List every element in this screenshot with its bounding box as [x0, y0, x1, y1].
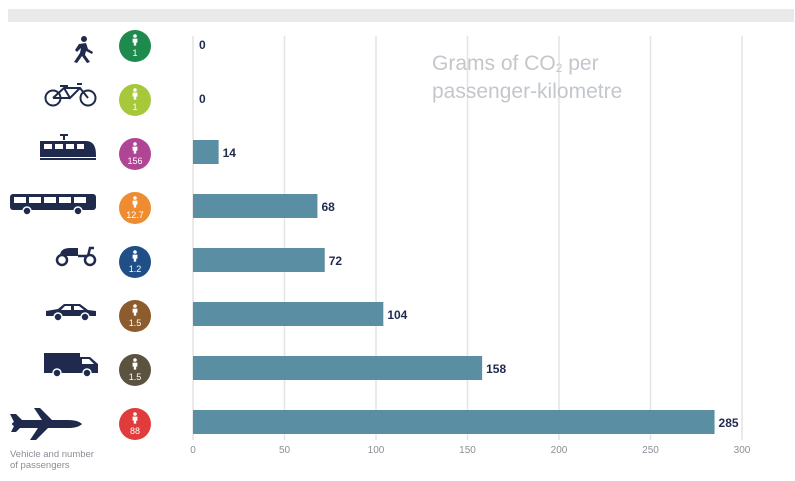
passenger-badge: 156 [119, 138, 151, 170]
scooter-icon [55, 246, 97, 267]
chart-title: Grams of CO2 per passenger-kilometre [432, 52, 622, 104]
chart-title-line-2: passenger-kilometre [432, 80, 623, 103]
bus-icon [10, 194, 96, 216]
value-label: 72 [329, 254, 343, 268]
x-tick-label: 150 [459, 445, 476, 456]
chart-title-text-b: per [562, 52, 599, 75]
x-tick-label: 100 [368, 445, 385, 456]
bars [193, 140, 715, 434]
x-tick-label: 250 [642, 445, 659, 456]
passenger-count: 1 [132, 48, 137, 58]
car-icon [46, 304, 96, 322]
value-label: 0 [199, 92, 206, 106]
top-band [8, 9, 794, 22]
passenger-count: 1.5 [129, 318, 142, 328]
passenger-badge: 1.5 [119, 300, 151, 332]
bar [193, 410, 715, 434]
value-label: 14 [223, 146, 237, 160]
value-label: 104 [387, 308, 407, 322]
train-icon [40, 134, 96, 160]
passenger-badge: 1.5 [119, 354, 151, 386]
passenger-count: 1 [132, 102, 137, 112]
passenger-count: 88 [130, 426, 140, 436]
bar [193, 356, 483, 380]
x-tick-label: 50 [279, 445, 291, 456]
value-label: 158 [486, 362, 506, 376]
passenger-count: 12.7 [126, 210, 144, 220]
passenger-badge: 88 [119, 408, 151, 440]
chart-title-line-1: Grams of CO2 per [432, 52, 622, 80]
value-labels: 0 0 14 68 72 104 158 285 [199, 38, 739, 430]
passenger-badge: 12.7 [119, 192, 151, 224]
x-tick-label: 0 [190, 445, 196, 456]
bar [193, 194, 318, 218]
passenger-badge: 1.2 [119, 246, 151, 278]
x-tick-labels: 0 50 100 150 200 250 300 [190, 445, 751, 456]
x-tick-label: 300 [734, 445, 751, 456]
van-icon [44, 353, 98, 378]
bicycle-icon [44, 83, 97, 107]
chart-title-text-a: Grams of CO [432, 52, 556, 75]
passenger-count: 156 [127, 156, 142, 166]
value-label: 0 [199, 38, 206, 52]
value-label: 285 [719, 416, 739, 430]
value-label: 68 [321, 200, 335, 214]
bar [193, 302, 384, 326]
passenger-count: 1.2 [129, 264, 142, 274]
passenger-badges: 1 1 156 12.7 1.2 1.5 1.5 88 [119, 30, 151, 440]
passenger-count: 1.5 [129, 372, 142, 382]
walking-icon [74, 36, 93, 63]
y-axis-caption: Vehicle and number of passengers [10, 449, 180, 471]
chart-title-subscript: 2 [555, 61, 563, 75]
passenger-badge: 1 [119, 30, 151, 62]
x-tick-label: 200 [551, 445, 568, 456]
y-axis-caption-line-1: Vehicle and number [10, 449, 94, 460]
airplane-icon [10, 408, 82, 440]
passenger-badge: 1 [119, 84, 151, 116]
y-axis-caption-line-2: of passengers [10, 460, 70, 471]
bar [193, 140, 219, 164]
bar [193, 248, 325, 272]
